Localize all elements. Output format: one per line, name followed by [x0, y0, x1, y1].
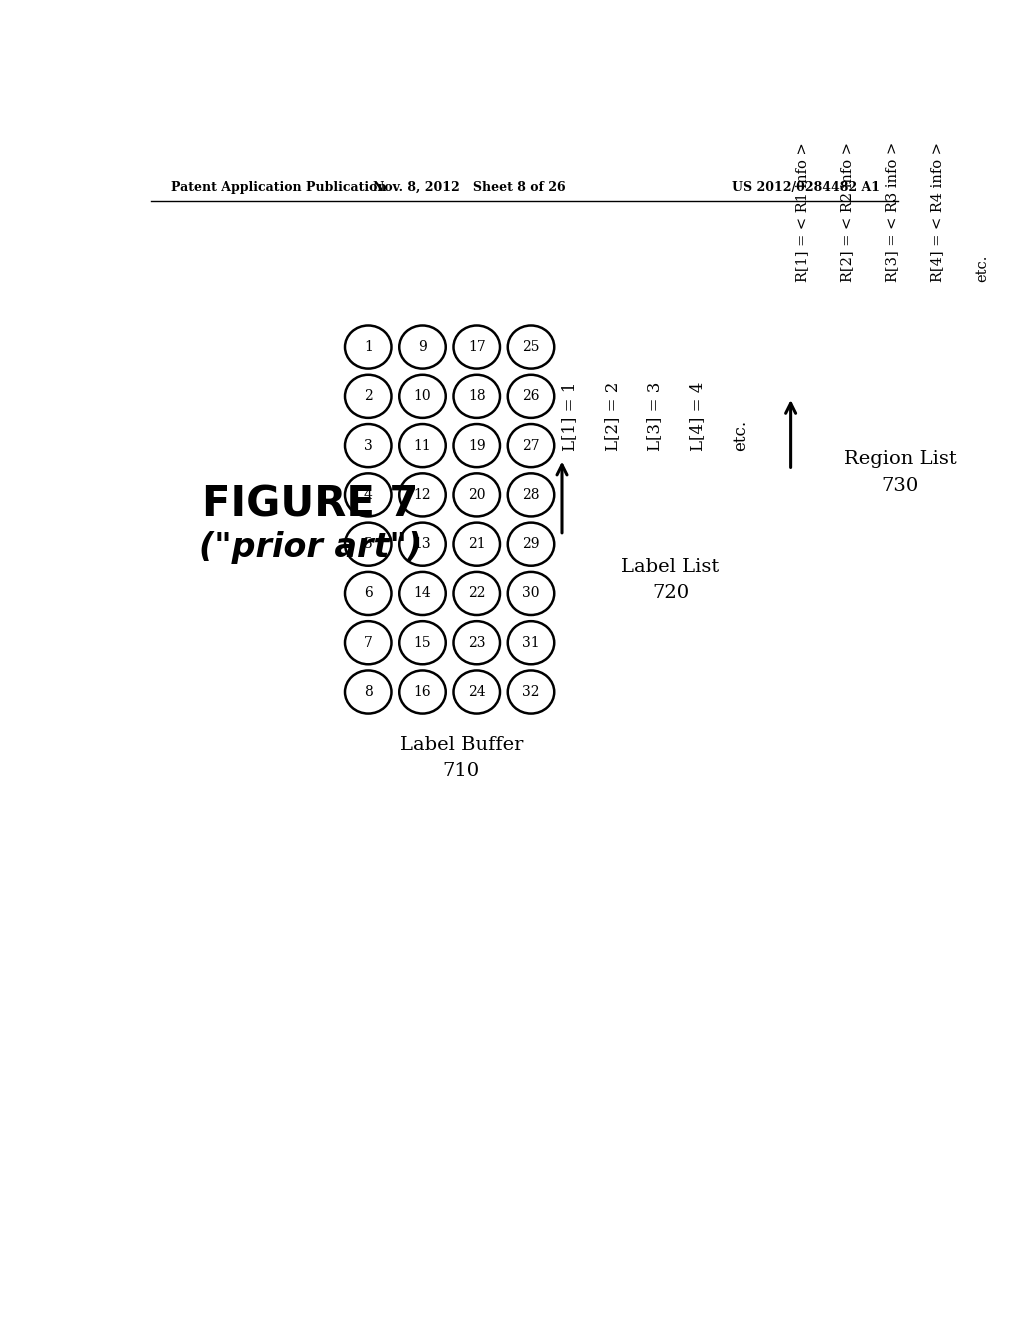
Text: R[2] = < R2 info >: R[2] = < R2 info >	[841, 141, 854, 281]
Text: L[3] = 3: L[3] = 3	[646, 381, 664, 451]
Text: 9: 9	[418, 341, 427, 354]
Text: R[4] = < R4 info >: R[4] = < R4 info >	[930, 141, 944, 281]
Text: 29: 29	[522, 537, 540, 552]
Text: 13: 13	[414, 537, 431, 552]
Text: Label List: Label List	[622, 557, 720, 576]
Text: 3: 3	[364, 438, 373, 453]
Text: 12: 12	[414, 488, 431, 502]
Text: 32: 32	[522, 685, 540, 700]
Text: etc.: etc.	[732, 420, 749, 451]
Text: 28: 28	[522, 488, 540, 502]
Text: 710: 710	[442, 762, 480, 780]
Text: 5: 5	[364, 537, 373, 552]
Text: 19: 19	[468, 438, 485, 453]
Text: ("prior art"): ("prior art")	[199, 531, 422, 564]
Text: 31: 31	[522, 636, 540, 649]
Text: R[1] = < R1 info >: R[1] = < R1 info >	[796, 141, 809, 281]
Text: US 2012/0284482 A1: US 2012/0284482 A1	[732, 181, 880, 194]
Text: 21: 21	[468, 537, 485, 552]
Text: 17: 17	[468, 341, 485, 354]
Text: 11: 11	[414, 438, 431, 453]
Text: 27: 27	[522, 438, 540, 453]
Text: 1: 1	[364, 341, 373, 354]
Text: 7: 7	[364, 636, 373, 649]
Text: L[4] = 4: L[4] = 4	[689, 381, 707, 451]
Text: etc.: etc.	[975, 255, 989, 281]
Text: Region List: Region List	[844, 450, 956, 467]
Text: Label Buffer: Label Buffer	[399, 737, 523, 754]
Text: 24: 24	[468, 685, 485, 700]
Text: 18: 18	[468, 389, 485, 404]
Text: 26: 26	[522, 389, 540, 404]
Text: FIGURE 7: FIGURE 7	[202, 484, 419, 525]
Text: 8: 8	[364, 685, 373, 700]
Text: 30: 30	[522, 586, 540, 601]
Text: 15: 15	[414, 636, 431, 649]
Text: L[2] = 2: L[2] = 2	[604, 381, 621, 451]
Text: 23: 23	[468, 636, 485, 649]
Text: 2: 2	[364, 389, 373, 404]
Text: 10: 10	[414, 389, 431, 404]
Text: 25: 25	[522, 341, 540, 354]
Text: 14: 14	[414, 586, 431, 601]
Text: Nov. 8, 2012   Sheet 8 of 26: Nov. 8, 2012 Sheet 8 of 26	[373, 181, 565, 194]
Text: 4: 4	[364, 488, 373, 502]
Text: L[1] = 1: L[1] = 1	[561, 381, 579, 451]
Text: Patent Application Publication: Patent Application Publication	[171, 181, 386, 194]
Text: 20: 20	[468, 488, 485, 502]
Text: 730: 730	[882, 477, 919, 495]
Text: 16: 16	[414, 685, 431, 700]
Text: 22: 22	[468, 586, 485, 601]
Text: 720: 720	[652, 585, 689, 602]
Text: 6: 6	[364, 586, 373, 601]
Text: R[3] = < R3 info >: R[3] = < R3 info >	[885, 141, 899, 281]
